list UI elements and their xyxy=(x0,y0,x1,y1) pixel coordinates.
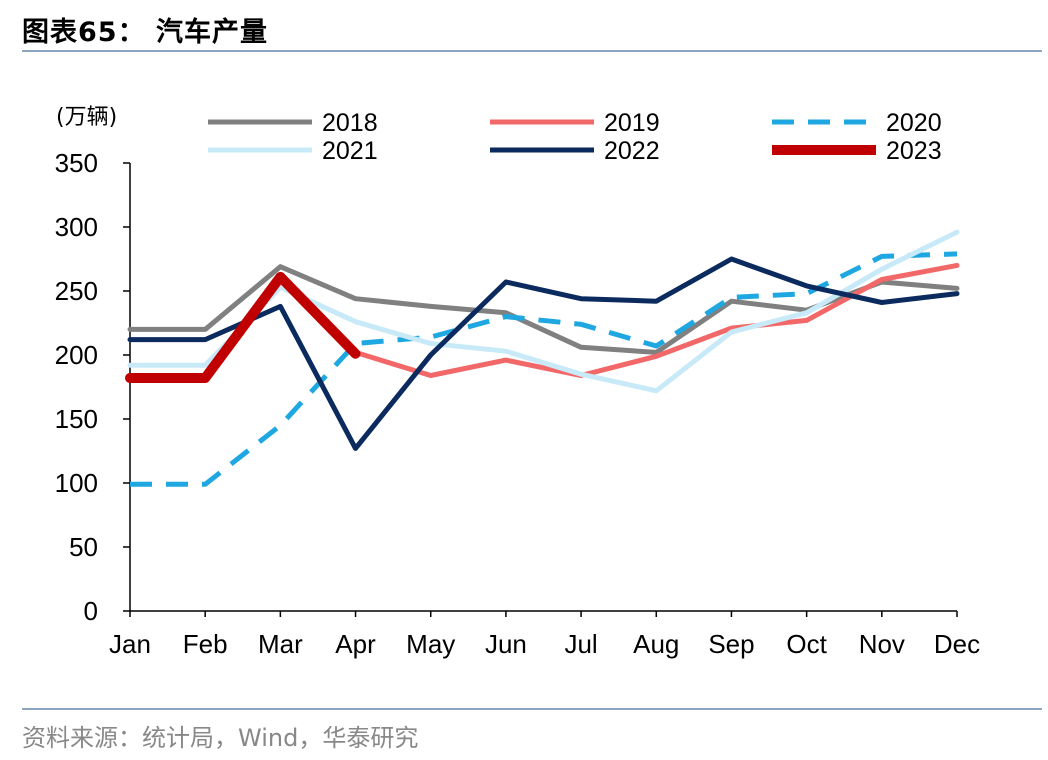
x-tick-label: Sep xyxy=(708,629,754,659)
y-tick-label: 50 xyxy=(69,532,98,562)
x-tick-label: Apr xyxy=(335,629,376,659)
x-tick-label: Oct xyxy=(786,629,827,659)
x-tick-label: Jan xyxy=(109,629,151,659)
y-tick-label: 300 xyxy=(55,212,98,242)
series-line-2019 xyxy=(277,262,960,378)
x-tick-label: Jul xyxy=(564,629,597,659)
series-line-2023 xyxy=(125,271,361,383)
y-tick-label: 250 xyxy=(55,276,98,306)
x-tick-label: Aug xyxy=(633,629,679,659)
axes: 0 50 100 150 200 250 300 350 Jan Feb Mar Apr May Jun J… xyxy=(55,148,981,659)
x-tick-label: Jun xyxy=(485,629,527,659)
x-tick-label: Mar xyxy=(258,629,303,659)
legend-label-2022: 2022 xyxy=(604,137,660,165)
y-tick-label: 350 xyxy=(55,148,98,178)
x-tick-label: Nov xyxy=(859,629,905,659)
y-tick-label: 200 xyxy=(55,340,98,370)
y-axis-unit: (万辆) xyxy=(56,105,117,130)
footer-divider xyxy=(22,708,1042,710)
y-tick-label: 150 xyxy=(55,404,98,434)
legend-label-2018: 2018 xyxy=(322,109,378,137)
x-tick-label: May xyxy=(406,629,455,659)
x-tick-label: Dec xyxy=(934,629,980,659)
source-note: 资料来源：统计局，Wind，华泰研究 xyxy=(22,724,419,752)
x-tick-label: Feb xyxy=(183,629,228,659)
legend-label-2019: 2019 xyxy=(604,109,660,137)
series-line-2022 xyxy=(127,256,960,451)
header-divider xyxy=(22,50,1042,52)
legend-label-2023: 2023 xyxy=(886,137,942,165)
y-tick-label: 100 xyxy=(55,468,98,498)
legend-label-2020: 2020 xyxy=(886,109,942,137)
chart-title: 图表65： 汽车产量 xyxy=(22,17,268,48)
y-tick-label: 0 xyxy=(84,596,98,626)
legend-label-2021: 2021 xyxy=(322,137,378,165)
series-lines xyxy=(125,229,960,487)
legend: 2018 2019 2020 2021 2022 2023 xyxy=(208,109,942,165)
